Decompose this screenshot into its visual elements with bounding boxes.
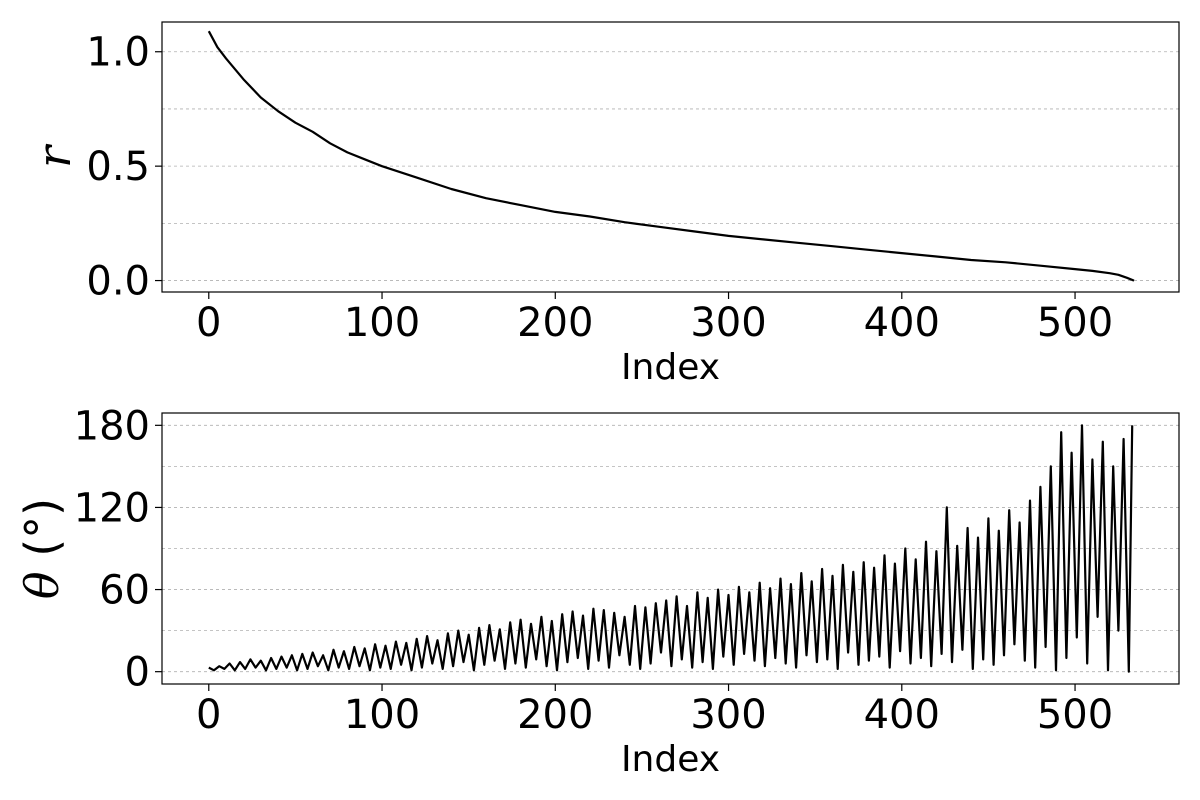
x-tick-label: 200 xyxy=(517,300,593,346)
x-tick-label: 300 xyxy=(690,692,766,738)
x-tick-label: 0 xyxy=(196,692,221,738)
y-axis-label: θ (°) xyxy=(15,498,69,599)
x-tick-label: 400 xyxy=(864,300,940,346)
x-axis-label: Index xyxy=(621,347,720,388)
y-tick-label: 60 xyxy=(99,568,150,614)
y-tick-label: 120 xyxy=(74,485,150,531)
plot-frame xyxy=(161,21,1180,293)
chart-theta-vs-index: 0 100 200 300 400 500 0 60 120 180 Index θ (°) xyxy=(15,403,1180,780)
x-tick-label: 100 xyxy=(344,692,420,738)
y-tick-label: 180 xyxy=(74,403,150,449)
y-tick-label: 0.0 xyxy=(86,259,150,305)
chart-r-vs-index: 0 100 200 300 400 500 0.0 0.5 1.0 Index r xyxy=(27,21,1180,388)
series-line-theta xyxy=(208,424,1134,673)
x-tick-label: 0 xyxy=(196,300,221,346)
y-tick-label: 0.5 xyxy=(86,144,150,190)
x-tick-label: 400 xyxy=(864,692,940,738)
y-tick-label: 1.0 xyxy=(86,30,150,76)
x-tick-label: 200 xyxy=(517,692,593,738)
plot-frame xyxy=(161,412,1180,685)
x-tick-label: 100 xyxy=(344,300,420,346)
x-tick-label: 500 xyxy=(1037,692,1113,738)
x-tick-label: 500 xyxy=(1037,300,1113,346)
x-axis-label: Index xyxy=(621,739,720,780)
y-axis-label: r xyxy=(27,143,81,168)
x-tick-label: 300 xyxy=(690,300,766,346)
series-line-r xyxy=(207,30,1135,282)
y-tick-label: 0 xyxy=(125,650,150,696)
